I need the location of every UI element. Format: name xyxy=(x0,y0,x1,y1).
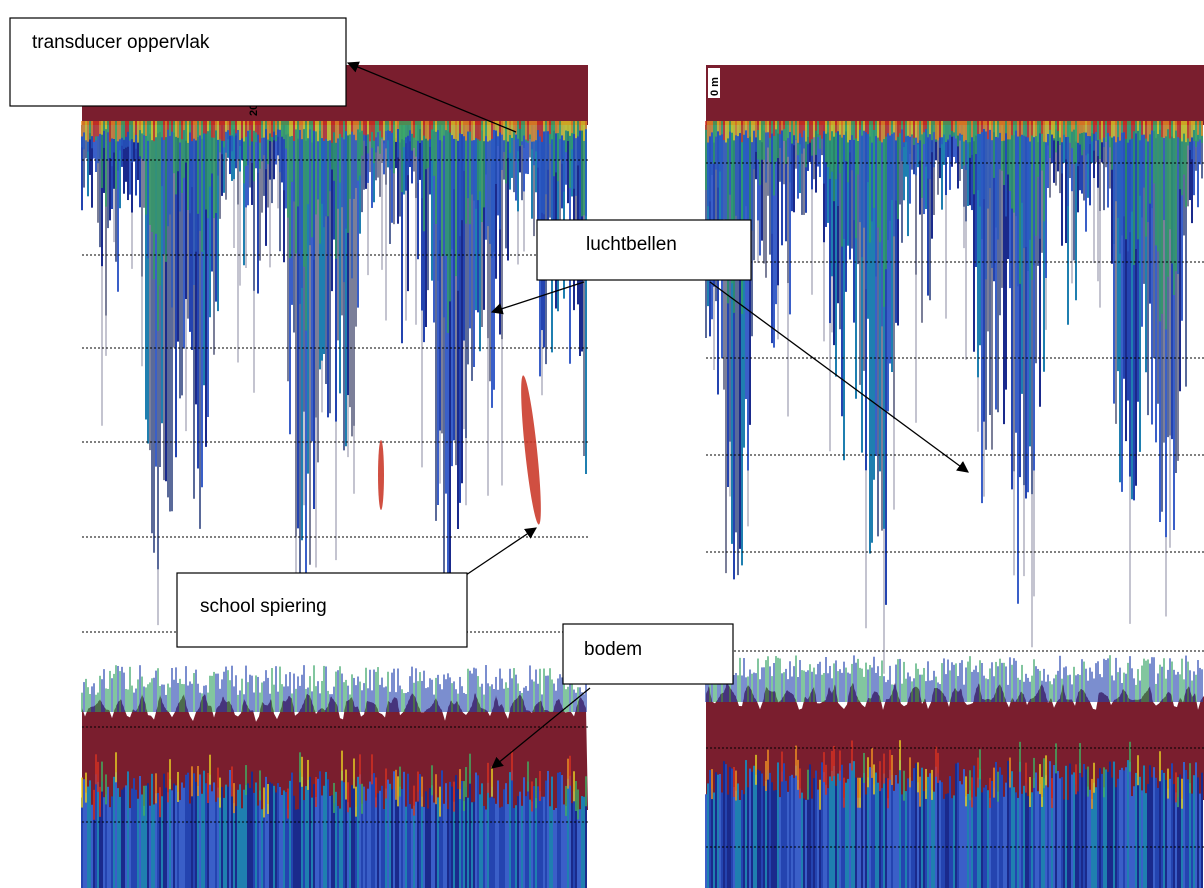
callout: luchtbellen xyxy=(536,219,752,281)
arrow xyxy=(490,281,585,315)
depth-label: 20 xyxy=(248,104,260,116)
callout-box xyxy=(562,623,734,685)
fish-school xyxy=(521,375,541,525)
callout: bodem xyxy=(562,623,734,685)
depth-label: 0 m xyxy=(709,77,721,96)
arrow xyxy=(465,527,537,576)
surface-band xyxy=(706,65,1204,125)
callout-text: luchtbellen xyxy=(586,234,677,255)
callout-text: transducer oppervlak xyxy=(32,32,210,53)
callout-box xyxy=(176,572,468,648)
echogram-left xyxy=(81,65,588,888)
callout: school spiering xyxy=(176,572,468,648)
arrow xyxy=(346,61,517,133)
callout-text: school spiering xyxy=(200,596,327,617)
callout: transducer oppervlak xyxy=(9,17,347,107)
callout-text: bodem xyxy=(584,639,642,660)
callout-box xyxy=(536,219,752,281)
fish-school xyxy=(378,440,384,510)
arrow xyxy=(491,687,591,769)
echogram-right xyxy=(705,65,1204,888)
label-bg xyxy=(708,68,720,98)
arrow xyxy=(709,281,969,473)
arrows xyxy=(346,61,969,769)
callout-box xyxy=(9,17,347,107)
